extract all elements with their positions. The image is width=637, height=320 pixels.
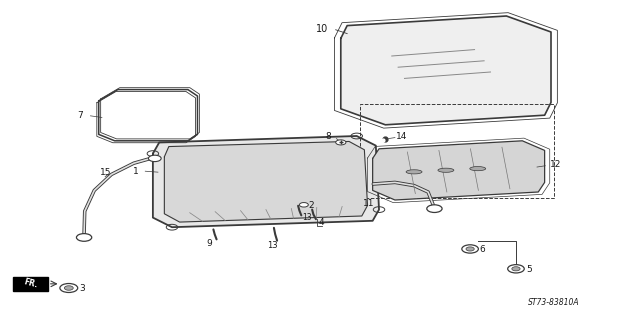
Circle shape: [466, 247, 474, 251]
Text: 4: 4: [318, 218, 324, 227]
Text: 3: 3: [79, 284, 85, 293]
Ellipse shape: [469, 167, 485, 171]
Polygon shape: [164, 141, 368, 222]
Circle shape: [148, 155, 161, 162]
Text: 2: 2: [308, 201, 314, 210]
Circle shape: [64, 286, 73, 290]
Text: 10: 10: [316, 24, 328, 34]
Polygon shape: [13, 277, 48, 291]
Circle shape: [512, 267, 520, 271]
Bar: [360, 104, 554, 198]
Text: 12: 12: [550, 160, 561, 169]
Text: 5: 5: [526, 265, 532, 274]
Circle shape: [336, 140, 346, 145]
Text: 7: 7: [77, 111, 83, 120]
Text: 14: 14: [396, 132, 408, 141]
Polygon shape: [341, 16, 551, 125]
Text: 15: 15: [100, 168, 111, 177]
Text: 9: 9: [206, 239, 212, 248]
Circle shape: [76, 234, 92, 241]
Text: 8: 8: [326, 132, 331, 141]
Polygon shape: [373, 141, 545, 200]
Text: 1: 1: [133, 167, 139, 176]
Text: FR.: FR.: [22, 277, 38, 290]
Circle shape: [299, 203, 308, 207]
Circle shape: [60, 284, 78, 292]
Circle shape: [508, 265, 524, 273]
Text: ST73-83810A: ST73-83810A: [528, 298, 580, 307]
Ellipse shape: [438, 168, 454, 172]
Circle shape: [427, 205, 442, 212]
Text: 6: 6: [480, 245, 485, 254]
Text: 13: 13: [268, 241, 278, 250]
Text: 11: 11: [363, 199, 375, 208]
Ellipse shape: [406, 170, 422, 174]
Circle shape: [462, 245, 478, 253]
Text: 13: 13: [303, 213, 312, 222]
Polygon shape: [153, 136, 379, 227]
